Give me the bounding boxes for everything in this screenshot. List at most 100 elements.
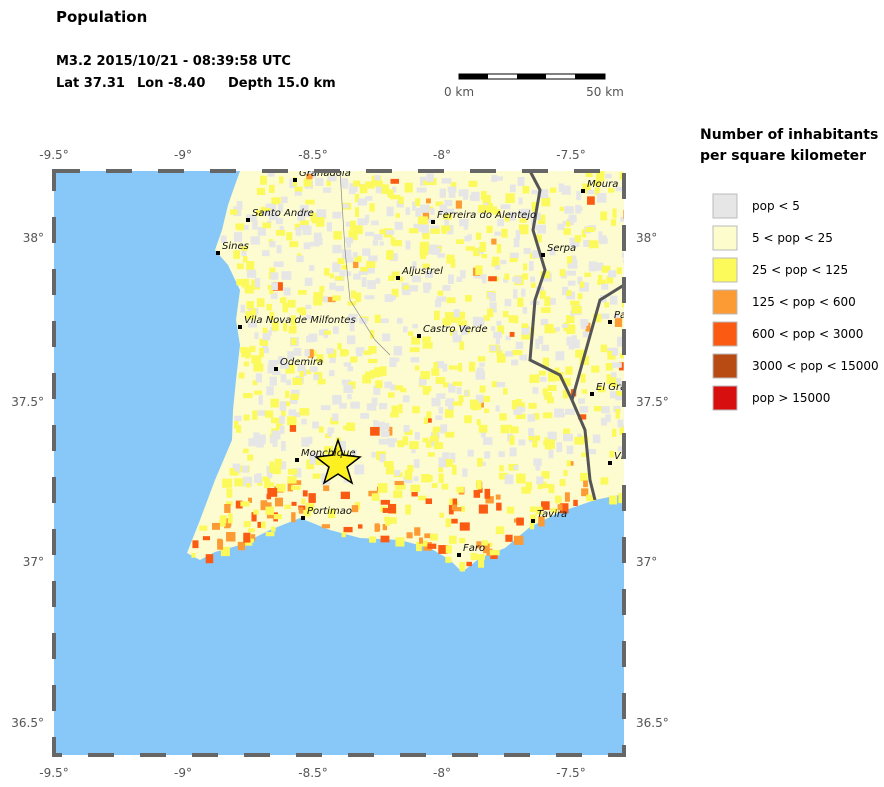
top-tick-label: -8°	[433, 148, 451, 162]
pop-cell	[556, 442, 563, 453]
pop-cell	[357, 218, 368, 226]
pop-cell	[538, 516, 545, 527]
pop-cell	[531, 201, 537, 212]
pop-cell	[419, 176, 427, 186]
pop-cell	[422, 282, 432, 290]
pop-cell	[452, 381, 462, 386]
pop-cell	[297, 211, 306, 221]
pop-cell	[295, 227, 302, 236]
pop-cell	[485, 496, 494, 504]
pop-cell	[269, 212, 279, 221]
legend-swatch	[712, 193, 738, 219]
pop-cell	[388, 503, 397, 514]
pop-cell	[297, 364, 306, 373]
pop-cell	[356, 351, 363, 357]
pop-cell	[398, 196, 404, 205]
pop-cell	[280, 374, 287, 383]
pop-cell	[349, 183, 358, 192]
lon: Lon -8.40	[137, 76, 205, 91]
pop-cell	[403, 326, 408, 333]
pop-cell	[537, 481, 543, 490]
pop-cell	[479, 385, 486, 393]
frame	[52, 169, 626, 757]
place-marker	[608, 461, 612, 465]
pop-cell	[391, 271, 400, 279]
pop-cell	[291, 512, 296, 523]
pop-cell	[580, 435, 589, 443]
pop-cell	[536, 286, 544, 294]
right-tick-label: 37.5°	[636, 395, 669, 409]
pop-cell	[258, 395, 263, 405]
pop-cell	[268, 204, 277, 214]
pop-cell	[585, 322, 591, 332]
pop-cell	[448, 365, 458, 370]
pop-cell	[242, 448, 249, 454]
pop-cell	[388, 441, 395, 448]
pop-cell	[378, 402, 388, 410]
pop-cell	[235, 500, 243, 509]
pop-cell	[581, 452, 588, 457]
pop-cell	[308, 493, 316, 503]
place-label: El Gra	[596, 382, 626, 393]
pop-cell	[480, 431, 486, 438]
pop-cell	[394, 470, 401, 476]
pop-cell	[620, 216, 624, 222]
pop-cell	[382, 523, 388, 531]
map: Granadola Santo Andre Sines Ferreira do Ale…	[54, 171, 626, 755]
pop-cell	[550, 508, 558, 513]
pop-cell	[561, 185, 571, 195]
pop-cell	[623, 258, 624, 264]
pop-cell	[435, 377, 446, 384]
pop-cell	[489, 549, 500, 556]
pop-cell	[278, 203, 284, 212]
pop-cell	[276, 245, 282, 254]
pop-cell	[272, 282, 283, 291]
pop-cell	[464, 390, 469, 397]
pop-cell	[456, 276, 463, 283]
pop-cell	[459, 522, 470, 531]
pop-cell	[509, 184, 516, 193]
pop-cell	[382, 508, 389, 513]
pop-cell	[350, 356, 358, 363]
pop-cell	[369, 203, 375, 212]
pop-cell	[440, 424, 448, 434]
pop-cell	[252, 220, 258, 230]
pop-cell	[262, 222, 271, 229]
pop-cell	[435, 201, 444, 207]
pop-cell	[521, 323, 529, 329]
pop-cell	[583, 480, 588, 488]
pop-cell	[303, 242, 311, 250]
legend-label: 3000 < pop < 15000	[752, 359, 879, 373]
pop-cell	[379, 366, 387, 376]
pop-cell	[384, 423, 390, 431]
pop-cell	[199, 525, 208, 531]
pop-cell	[433, 442, 444, 450]
pop-cell	[538, 335, 544, 345]
pop-cell	[332, 326, 339, 334]
pop-cell	[570, 300, 580, 306]
pop-cell	[379, 453, 386, 463]
pop-cell	[306, 314, 311, 320]
place-label: Castro Verde	[423, 324, 488, 335]
pop-cell	[309, 452, 319, 461]
pop-cell	[341, 264, 348, 270]
pop-cell	[521, 326, 530, 335]
place-marker	[238, 325, 242, 329]
pop-cell	[412, 261, 417, 270]
pop-cell	[247, 322, 257, 328]
pop-cell	[279, 461, 287, 470]
pop-cell	[212, 522, 220, 530]
pop-cell	[332, 394, 342, 405]
pop-cell	[530, 514, 537, 524]
legend-label: 600 < pop < 3000	[752, 327, 863, 341]
pop-cell	[596, 193, 607, 203]
pop-cell	[557, 504, 563, 511]
pop-cell	[479, 362, 485, 367]
pop-cell	[515, 341, 524, 350]
pop-cell	[392, 240, 402, 247]
pop-cell	[424, 474, 433, 482]
pop-cell	[489, 302, 497, 313]
pop-cell	[503, 277, 509, 283]
pop-cell	[370, 329, 375, 339]
pop-cell	[609, 391, 620, 399]
